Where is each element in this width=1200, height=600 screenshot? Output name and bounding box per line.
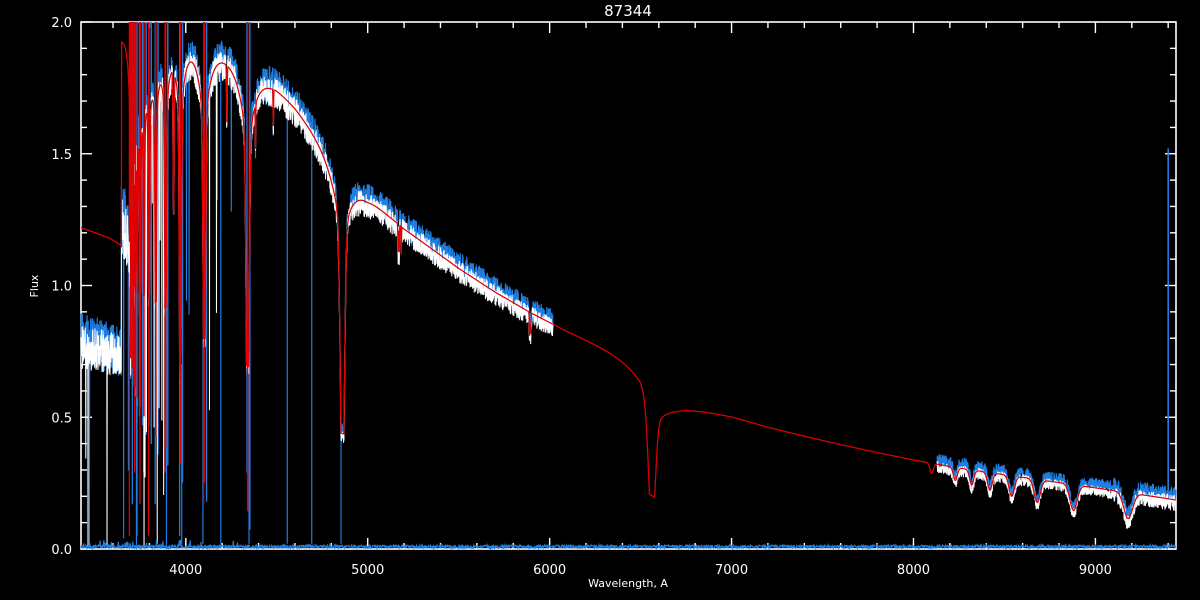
x-tick-label: 6000 (533, 563, 566, 578)
model-spectrum-line (80, 40, 1176, 520)
x-tick-label: 7000 (715, 563, 748, 578)
y-axis-label: Flux (28, 274, 41, 297)
page-title: 87344 (604, 2, 652, 20)
y-tick-label: 2.0 (51, 16, 72, 31)
x-axis-tick-labels: 4000 5000 6000 7000 8000 9000 (169, 563, 1112, 578)
error-array-series (80, 539, 1177, 551)
y-tick-label: 1.0 (51, 280, 72, 295)
x-tick-label: 4000 (169, 563, 202, 578)
error-array-line (80, 539, 1177, 551)
overplot-spectrum-line (80, 52, 554, 550)
observed-spectrum-line (936, 454, 1177, 523)
x-tick-label: 8000 (897, 563, 930, 578)
y-tick-label: 0.0 (51, 543, 72, 558)
x-tick-label: 9000 (1079, 563, 1112, 578)
y-tick-label: 1.5 (51, 148, 72, 163)
y-tick-label: 0.5 (51, 411, 72, 426)
x-tick-label: 5000 (351, 563, 384, 578)
x-axis-label: Wavelength, A (588, 577, 668, 590)
y-axis-tick-labels: 0.0 0.5 1.0 1.5 2.0 (51, 16, 72, 558)
model-spectrum-series (80, 22, 1176, 520)
